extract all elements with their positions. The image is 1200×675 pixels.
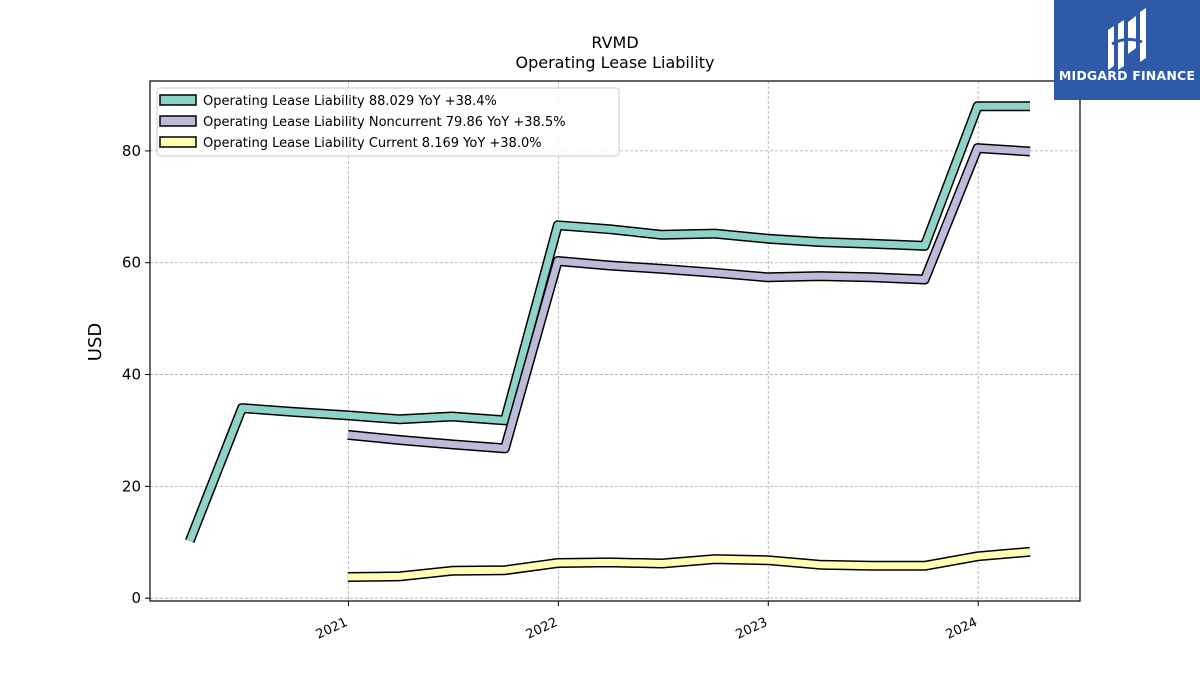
series-0-stroke: [186, 102, 1030, 543]
legend-label: Operating Lease Liability Current 8.169 …: [203, 136, 542, 151]
grid: [150, 81, 1080, 601]
y-tick-label: 20: [122, 477, 141, 495]
legend-label: Operating Lease Liability Noncurrent 79.…: [203, 115, 566, 130]
midgard-finance-logo: MIDGARD FINANCE: [1054, 0, 1200, 100]
legend-swatch: [159, 115, 197, 127]
series-2-line: [347, 546, 1031, 582]
y-tick-label: 40: [122, 366, 141, 384]
series-2-stroke: [347, 548, 1031, 581]
series-0-outline: [185, 101, 1030, 544]
logo-text: MIDGARD FINANCE: [1058, 68, 1196, 83]
chart-subtitle: Operating Lease Liability: [515, 53, 714, 72]
y-tick-label: 0: [131, 589, 141, 607]
x-tick-label: 2021: [314, 615, 350, 643]
legend-swatch: [159, 94, 197, 106]
legend: Operating Lease Liability 88.029 YoY +38…: [156, 87, 620, 157]
plot-frame: [149, 80, 1081, 602]
y-axis-label: USD: [85, 323, 106, 361]
series-1-outline: [347, 143, 1031, 454]
legend-label: Operating Lease Liability 88.029 YoY +38…: [203, 94, 497, 109]
series-1-line: [347, 143, 1031, 454]
series-layer: [185, 101, 1031, 582]
y-tick-label: 60: [122, 254, 141, 272]
legend-swatch: [159, 136, 197, 148]
logo-mark-icon: [1108, 8, 1146, 70]
y-tick-label: 80: [122, 142, 141, 160]
legend-box: [156, 87, 620, 157]
x-tick-label: 2023: [734, 615, 770, 643]
series-1-stroke: [347, 144, 1031, 452]
x-tick-label: 2022: [524, 615, 560, 643]
series-0-line: [185, 101, 1030, 544]
x-tick-label: 2024: [944, 615, 980, 643]
chart-title: RVMD: [591, 33, 638, 52]
